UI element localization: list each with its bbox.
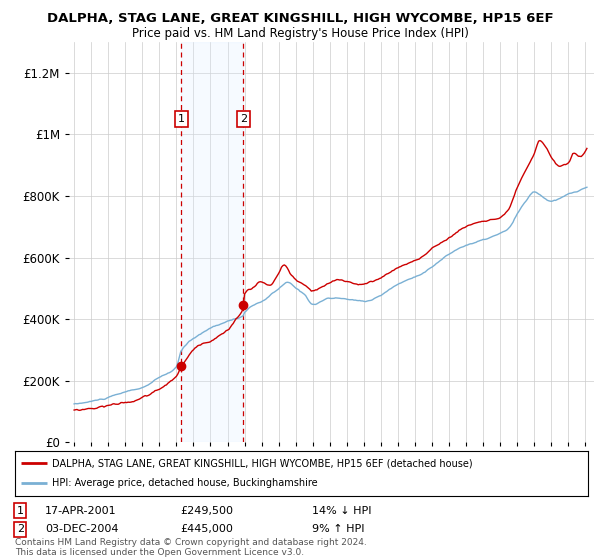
Text: DALPHA, STAG LANE, GREAT KINGSHILL, HIGH WYCOMBE, HP15 6EF (detached house): DALPHA, STAG LANE, GREAT KINGSHILL, HIGH… [52,458,473,468]
Text: Contains HM Land Registry data © Crown copyright and database right 2024.
This d: Contains HM Land Registry data © Crown c… [15,538,367,557]
Text: 17-APR-2001: 17-APR-2001 [45,506,116,516]
Text: 03-DEC-2004: 03-DEC-2004 [45,524,119,534]
Bar [181,42,243,442]
Text: 9% ↑ HPI: 9% ↑ HPI [312,524,365,534]
Text: Price paid vs. HM Land Registry's House Price Index (HPI): Price paid vs. HM Land Registry's House … [131,27,469,40]
Text: 1: 1 [178,114,185,124]
Text: 2: 2 [239,114,247,124]
Text: £445,000: £445,000 [180,524,233,534]
Text: 1: 1 [17,506,24,516]
Text: £249,500: £249,500 [180,506,233,516]
Text: HPI: Average price, detached house, Buckinghamshire: HPI: Average price, detached house, Buck… [52,478,318,488]
Text: 14% ↓ HPI: 14% ↓ HPI [312,506,371,516]
Text: 2: 2 [17,524,24,534]
Text: DALPHA, STAG LANE, GREAT KINGSHILL, HIGH WYCOMBE, HP15 6EF: DALPHA, STAG LANE, GREAT KINGSHILL, HIGH… [47,12,553,25]
